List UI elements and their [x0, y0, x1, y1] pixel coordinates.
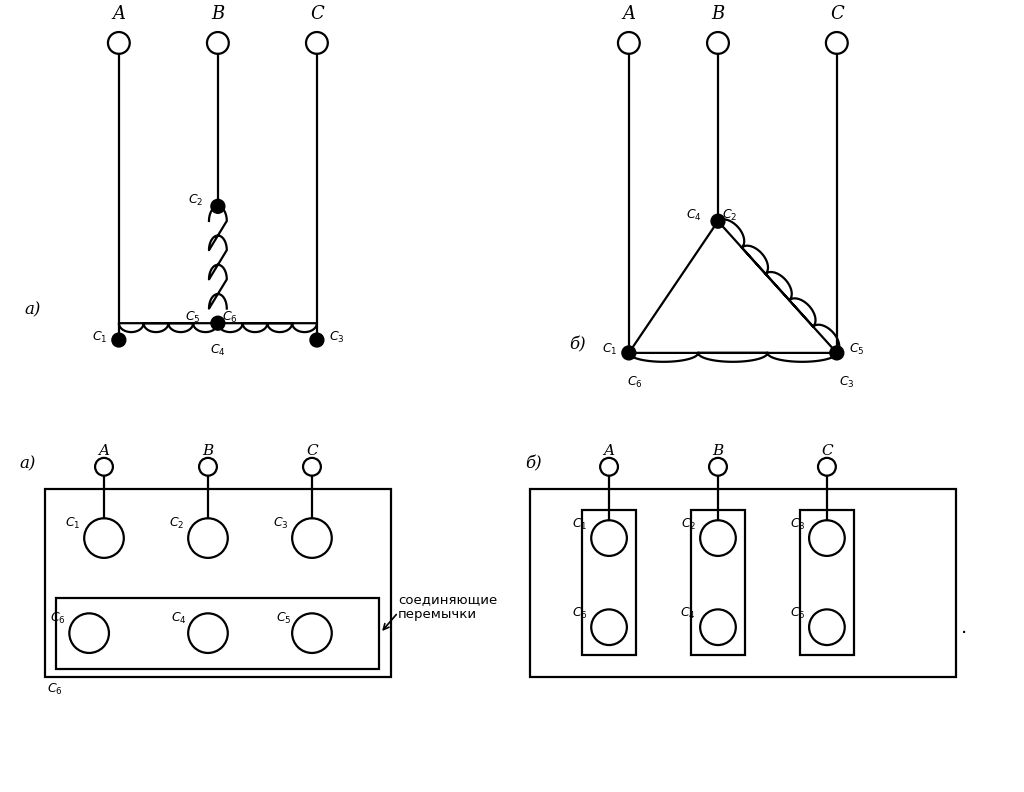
Text: $C_3$: $C_3$ — [329, 329, 344, 345]
Bar — [45, 489, 391, 676]
Text: B: B — [712, 5, 725, 23]
Circle shape — [829, 346, 844, 360]
Text: B: B — [211, 5, 224, 23]
Text: $C_3$: $C_3$ — [790, 516, 805, 531]
Text: б): б) — [525, 455, 542, 472]
Circle shape — [622, 346, 636, 360]
Bar — [56, 597, 379, 668]
Text: $C_1$: $C_1$ — [601, 342, 617, 357]
Text: $C_2$: $C_2$ — [722, 208, 737, 223]
Text: A: A — [98, 444, 110, 458]
Text: б): б) — [569, 337, 586, 353]
Text: A: A — [113, 5, 125, 23]
Bar — [800, 510, 854, 655]
Text: A: A — [623, 5, 635, 23]
Circle shape — [112, 333, 126, 347]
Text: $C_5$: $C_5$ — [790, 606, 805, 621]
Text: $C_4$: $C_4$ — [686, 208, 702, 223]
Text: $C_3$: $C_3$ — [839, 375, 854, 390]
Circle shape — [211, 200, 225, 213]
Text: C: C — [829, 5, 844, 23]
Text: $C_5$: $C_5$ — [849, 342, 864, 357]
Text: $C_6$: $C_6$ — [49, 611, 66, 626]
Text: а): а) — [19, 455, 36, 472]
Circle shape — [211, 316, 225, 330]
Text: $C_1$: $C_1$ — [65, 516, 80, 531]
Bar — [691, 510, 745, 655]
Text: соединяющие
перемычки: соединяющие перемычки — [398, 593, 498, 622]
Text: $C_1$: $C_1$ — [571, 516, 587, 531]
Text: B: B — [713, 444, 724, 458]
Bar — [529, 489, 955, 676]
Text: $C_4$: $C_4$ — [210, 343, 225, 358]
Text: C: C — [310, 5, 324, 23]
Text: $C_6$: $C_6$ — [627, 375, 643, 390]
Text: $C_4$: $C_4$ — [171, 611, 187, 626]
Text: B: B — [203, 444, 214, 458]
Text: $C_1$: $C_1$ — [91, 329, 106, 345]
Text: $C_5$: $C_5$ — [275, 611, 291, 626]
Text: $C_2$: $C_2$ — [681, 516, 696, 531]
Text: C: C — [306, 444, 317, 458]
Text: .: . — [961, 618, 967, 637]
Circle shape — [310, 333, 324, 347]
Text: $C_6$: $C_6$ — [571, 606, 587, 621]
Text: $C_5$: $C_5$ — [184, 310, 200, 325]
Circle shape — [711, 215, 725, 228]
Bar — [582, 510, 636, 655]
Text: $C_6$: $C_6$ — [222, 310, 238, 325]
Text: $C_2$: $C_2$ — [169, 516, 184, 531]
Text: а): а) — [25, 302, 41, 319]
Text: $C_6$: $C_6$ — [46, 682, 62, 697]
Text: C: C — [821, 444, 833, 458]
Text: $C_2$: $C_2$ — [187, 192, 203, 208]
Text: A: A — [603, 444, 614, 458]
Text: $C_4$: $C_4$ — [681, 606, 696, 621]
Text: $C_3$: $C_3$ — [272, 516, 288, 531]
